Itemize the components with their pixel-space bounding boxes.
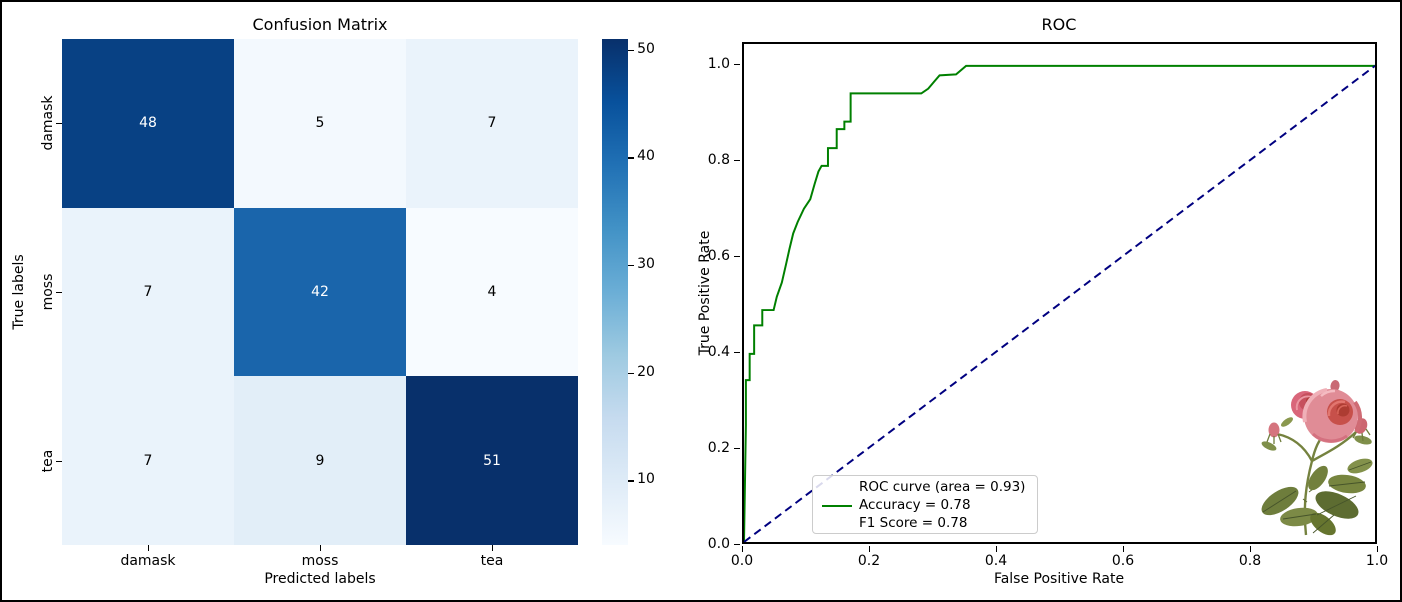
confusion-matrix-title: Confusion Matrix	[252, 15, 388, 34]
y-tick-mark	[56, 292, 62, 294]
heatmap-cell: 7	[62, 207, 234, 377]
x-tick-mark	[1250, 546, 1252, 552]
y-tick-label: 0.4	[707, 344, 730, 360]
legend-entry-accuracy: Accuracy = 0.78	[859, 497, 971, 513]
x-tick-label: 1.0	[1365, 553, 1389, 569]
colorbar-tick-label: 20	[637, 363, 655, 380]
x-tick-label: 0.6	[1111, 553, 1135, 569]
colorbar-tick-label: 10	[637, 471, 655, 488]
x-tick-mark	[1377, 546, 1379, 552]
roc-xlabel: False Positive Rate	[993, 571, 1125, 587]
confusion-matrix-xlabel: Predicted labels	[264, 571, 376, 587]
y-tick-mark	[734, 544, 740, 546]
y-tick-label: 0.6	[707, 248, 730, 264]
y-tick-label: moss	[40, 273, 56, 311]
colorbar-tick-mark	[628, 157, 634, 159]
roc-curves-svg	[744, 64, 1375, 542]
y-tick-mark	[56, 461, 62, 463]
roc-curve-line	[744, 64, 1375, 542]
x-tick-mark	[996, 546, 998, 552]
confusion-matrix-heatmap: 48 5 7 7 42 4 7 9 51	[62, 39, 578, 545]
heatmap-cell: 42	[234, 207, 406, 377]
x-tick-mark	[869, 546, 871, 552]
colorbar-tick-mark	[628, 480, 634, 482]
x-tick-label: moss	[301, 553, 339, 569]
heatmap-cell: 9	[234, 376, 406, 545]
legend-line-handle	[822, 505, 852, 507]
colorbar-tick-label: 40	[637, 148, 655, 165]
y-tick-label: 1.0	[707, 56, 730, 72]
heatmap-cell: 48	[62, 39, 234, 208]
x-tick-label: 0.8	[1238, 553, 1262, 569]
x-tick-mark	[492, 545, 494, 551]
colorbar-tick-mark	[628, 265, 634, 267]
colorbar-tick-mark	[628, 372, 634, 375]
colorbar-tick-label: 50	[637, 40, 655, 57]
y-tick-label: 0.8	[707, 152, 730, 168]
chance-diagonal-line	[744, 65, 1375, 542]
x-tick-label: tea	[480, 553, 504, 569]
x-tick-label: 0.4	[984, 553, 1008, 569]
y-tick-mark	[734, 256, 740, 258]
roc-ylabel: True Positive Rate	[697, 230, 713, 356]
x-tick-mark	[742, 546, 744, 552]
confusion-matrix-ylabel: True labels	[11, 254, 27, 330]
y-tick-label: 0.0	[707, 536, 730, 552]
rose-stems	[1276, 431, 1357, 536]
rose-illustration-image	[1261, 380, 1373, 536]
heatmap-cell: 5	[234, 39, 406, 208]
heatmap-cell: 4	[406, 207, 578, 377]
rose-leaves	[1261, 408, 1373, 536]
legend-entry-roc-curve: ROC curve (area = 0.93)	[859, 479, 1026, 495]
y-tick-mark	[734, 352, 740, 354]
y-tick-mark	[734, 160, 740, 162]
heatmap-cell: 7	[62, 376, 234, 545]
x-tick-label: 0.0	[730, 553, 754, 569]
legend-entry-f1-score: F1 Score = 0.78	[859, 515, 968, 531]
y-tick-mark	[56, 123, 62, 125]
x-tick-mark	[148, 545, 150, 551]
x-tick-mark	[1123, 546, 1125, 552]
heatmap-cell: 51	[406, 376, 578, 545]
colorbar-tick-label: 30	[637, 256, 655, 273]
heatmap-cell: 7	[406, 39, 578, 208]
roc-plot-area	[742, 42, 1377, 544]
y-tick-mark	[734, 64, 740, 66]
x-tick-label: damask	[120, 553, 176, 569]
roc-legend: ROC curve (area = 0.93) Accuracy = 0.78 …	[812, 475, 1038, 534]
rose-main-bloom	[1302, 388, 1363, 443]
y-tick-label: tea	[40, 449, 56, 473]
roc-title: ROC	[1041, 15, 1077, 34]
y-tick-mark	[734, 448, 740, 450]
colorbar	[602, 39, 628, 545]
y-tick-label: damask	[40, 95, 56, 151]
y-tick-label: 0.2	[707, 440, 730, 456]
x-tick-label: 0.2	[857, 553, 881, 569]
colorbar-tick-mark	[628, 49, 634, 52]
x-tick-mark	[320, 545, 322, 551]
